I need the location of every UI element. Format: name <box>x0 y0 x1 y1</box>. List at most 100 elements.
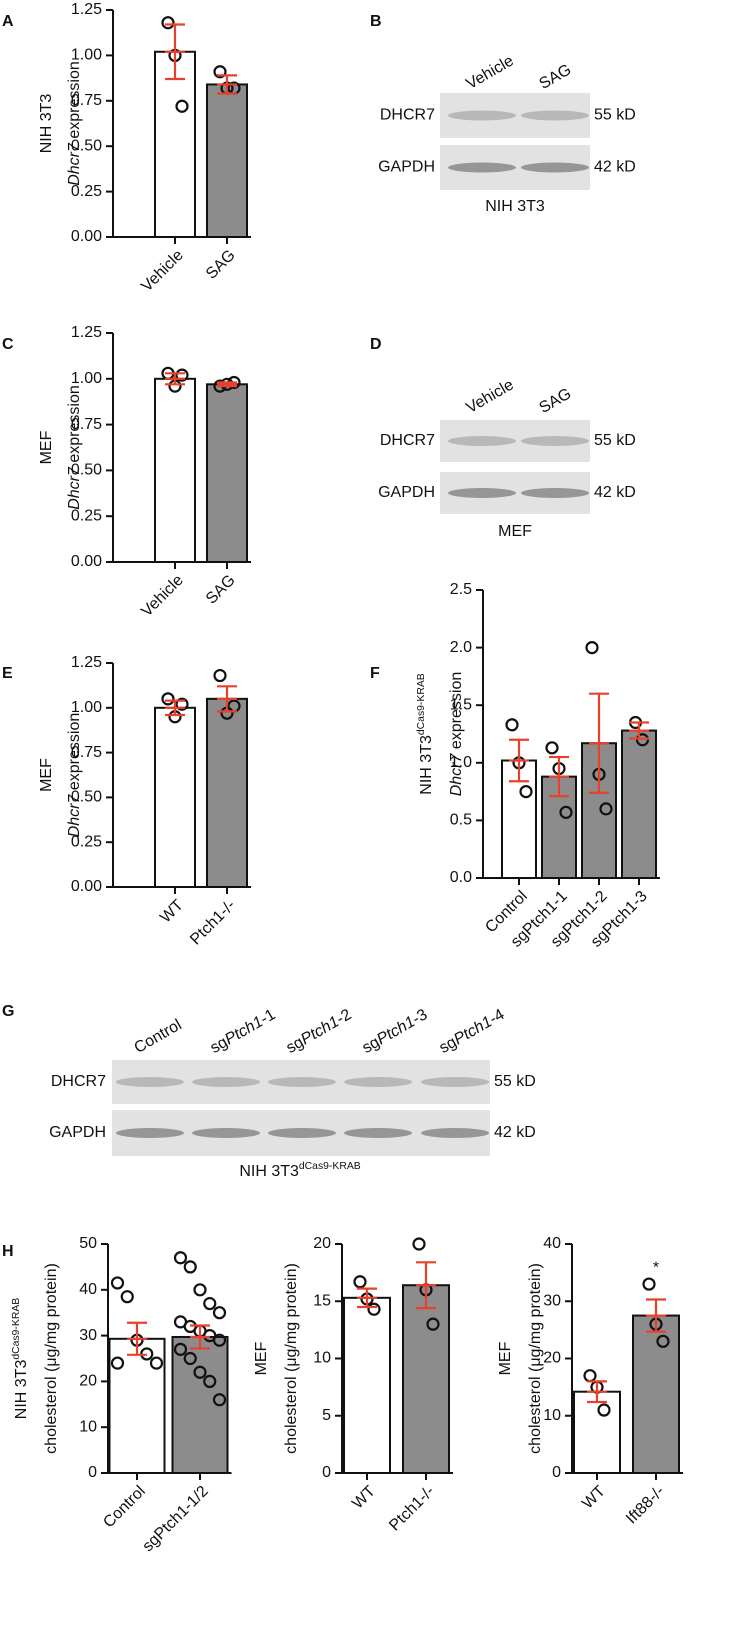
data-point <box>635 733 650 747</box>
text-part: dCas9-KRAB <box>299 1161 361 1172</box>
panel-label: H <box>2 1243 14 1260</box>
lane-label: SAG <box>537 61 575 93</box>
data-point <box>212 1333 227 1347</box>
text-part: SAG <box>537 61 575 93</box>
text-part: MEF <box>38 430 55 464</box>
blot-band <box>192 1128 260 1138</box>
lane-label: sgPtch1-1 <box>208 1006 279 1057</box>
x-tick-label: sgPtch1-1/2 <box>139 1483 211 1555</box>
x-tick-label: Vehicle <box>138 247 187 296</box>
x-tick-label: Ptch1-/- <box>187 897 239 949</box>
error-bar <box>165 699 185 717</box>
data-point <box>212 1393 227 1407</box>
data-point <box>642 1277 656 1291</box>
data-point <box>597 1403 611 1417</box>
panel-label: A <box>2 13 14 30</box>
data-point <box>203 1374 217 1389</box>
panel-label: E <box>2 665 13 682</box>
data-point <box>149 1356 164 1370</box>
error-bar <box>589 692 609 794</box>
data-point <box>212 1306 227 1320</box>
data-point <box>585 640 599 655</box>
text-part: sg <box>437 1034 460 1057</box>
y-tick-label: 10 <box>79 1418 97 1435</box>
y-tick-label: 0.00 <box>71 228 102 245</box>
text-part: Dhcr7 <box>66 142 83 186</box>
blot-caption: NIH 3T3dCas9-KRAB <box>239 1161 360 1180</box>
y-tick-label: 1.00 <box>71 47 102 64</box>
text-part: NIH 3T3 <box>239 1163 299 1180</box>
y-axis-label: Dhcr7 expression <box>66 385 83 510</box>
text-part: dCas9-KRAB <box>416 673 427 735</box>
data-point <box>173 1251 188 1265</box>
protein-label: DHCR7 <box>51 1073 106 1090</box>
bar <box>632 1314 680 1474</box>
y-tick-label: 20 <box>79 1373 97 1390</box>
bar <box>154 377 196 563</box>
y-tick-label: 1.25 <box>71 654 102 671</box>
y-tick-label: 30 <box>79 1327 97 1344</box>
bar <box>343 1296 391 1474</box>
size-label: 42 kD <box>594 484 636 501</box>
data-point <box>120 1290 134 1304</box>
blot-band <box>521 110 589 121</box>
y-tick-label: 0.50 <box>71 789 102 806</box>
y-tick-label: 50 <box>79 1235 97 1252</box>
y-tick-label: 20 <box>313 1235 331 1252</box>
blot-band <box>116 1077 184 1087</box>
text-part: Control <box>132 1017 185 1058</box>
text-part: MEF <box>498 523 532 540</box>
y-tick-label: 40 <box>543 1235 561 1252</box>
text-part: MEF <box>38 758 55 792</box>
blot-band <box>116 1128 184 1138</box>
data-point <box>203 1296 217 1311</box>
size-label: 42 kD <box>594 159 636 176</box>
bar <box>108 1337 166 1475</box>
panel-label: C <box>2 336 14 353</box>
x-tick-label: SAG <box>203 572 239 608</box>
y-tick-label: 2.5 <box>450 581 472 598</box>
y-tick-label: 1.00 <box>71 699 102 716</box>
y-axis-label: NIH 3T3dCas9-KRAB <box>416 673 435 794</box>
y-tick-label: 0 <box>552 1464 561 1481</box>
text-part: dCas9-KRAB <box>11 1298 22 1360</box>
blot-band <box>448 436 516 446</box>
y-tick-label: 20 <box>543 1350 561 1367</box>
lane-label: Vehicle <box>464 53 517 94</box>
data-point <box>559 805 573 819</box>
error-bar <box>416 1261 436 1310</box>
panel-label: B <box>370 13 382 30</box>
text-part: NIH 3T3 <box>38 94 55 154</box>
x-tick-label: WT <box>349 1483 379 1513</box>
y-tick-label: 2.0 <box>450 639 472 656</box>
text-part: NIH 3T3 <box>485 198 545 215</box>
data-point <box>599 802 613 816</box>
data-point <box>545 741 559 755</box>
bar <box>573 1390 621 1474</box>
lane-label: Control <box>132 1017 185 1058</box>
error-bar <box>587 1380 607 1404</box>
y-tick-label: 40 <box>79 1281 97 1298</box>
bar <box>206 383 248 563</box>
error-bar <box>629 721 649 740</box>
y-tick-label: 0.00 <box>71 553 102 570</box>
y-tick-label: 15 <box>313 1292 331 1309</box>
blot-band <box>268 1128 336 1138</box>
text-part: expression <box>66 713 83 795</box>
text-part: SAG <box>537 385 575 417</box>
panel-label: F <box>370 665 380 682</box>
annotation: * <box>653 1259 659 1276</box>
y-axis-label: MEF <box>497 1341 514 1375</box>
y-tick-label: 10 <box>313 1350 331 1367</box>
data-point <box>193 1283 207 1297</box>
blot-band <box>448 488 516 498</box>
text-part: cholesterol (μg/mg protein) <box>527 1263 544 1454</box>
blot-band <box>448 110 516 121</box>
data-point <box>173 1342 188 1356</box>
error-bar <box>357 1287 377 1309</box>
y-axis-label: NIH 3T3 <box>38 94 55 154</box>
y-tick-label: 0 <box>322 1464 331 1481</box>
blot-band <box>344 1077 412 1087</box>
data-point <box>175 697 189 711</box>
y-tick-label: 0.25 <box>71 183 102 200</box>
